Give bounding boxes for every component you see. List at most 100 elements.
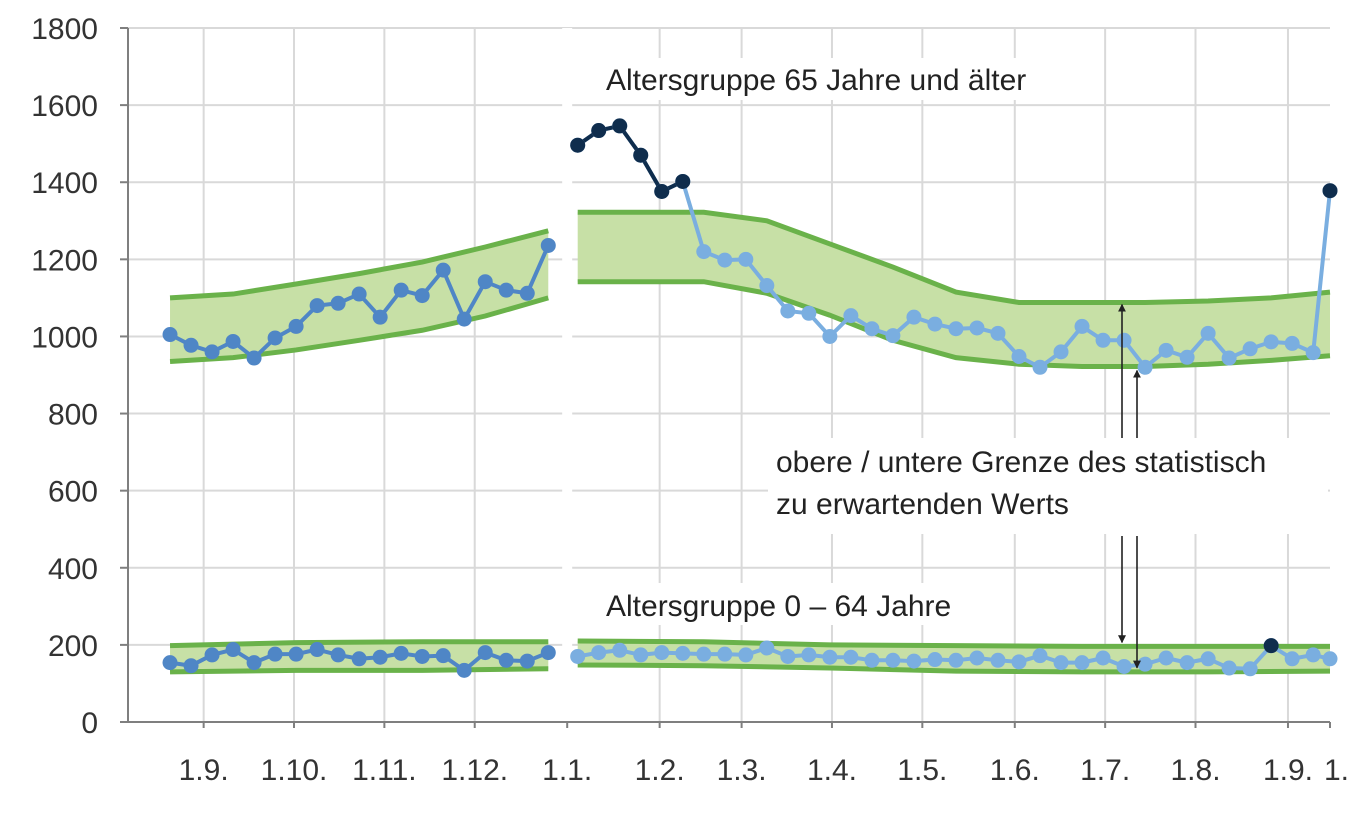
data-point: [990, 325, 1006, 341]
x-tick-label: 1.5.: [897, 754, 947, 787]
data-point: [183, 658, 199, 674]
data-point: [1242, 661, 1258, 677]
data-point: [1221, 350, 1237, 366]
data-point: [1074, 655, 1090, 671]
data-point: [843, 308, 859, 324]
data-point: [780, 648, 796, 664]
data-point: [1158, 650, 1174, 666]
data-point: [738, 647, 754, 663]
data-point: [519, 653, 535, 669]
x-tick-label: 1.3.: [717, 754, 767, 787]
data-point: [540, 645, 556, 661]
data-point: [456, 311, 472, 327]
y-tick-label: 200: [48, 630, 98, 663]
data-point: [675, 645, 691, 661]
band-arrows: [1118, 303, 1141, 669]
data-point: [288, 646, 304, 662]
x-tick-label: 1.11.: [352, 754, 417, 787]
data-point: [1011, 348, 1027, 364]
data-point: [1011, 654, 1027, 670]
data-point: [1116, 658, 1132, 674]
band-lower-limit: [169, 666, 549, 675]
data-point: [1074, 318, 1090, 334]
data-point: [204, 647, 220, 663]
data-point: [414, 288, 430, 304]
y-tick-label: 800: [48, 399, 98, 432]
data-point: [948, 652, 964, 668]
data-point: [906, 309, 922, 325]
data-point: [393, 645, 409, 661]
data-point: [162, 655, 178, 671]
annotation-layer: Altersgruppe 65 Jahre und älter Altersgr…: [598, 58, 1328, 669]
y-tick-label: 600: [48, 476, 98, 509]
data-point: [1284, 651, 1300, 667]
data-point: [801, 647, 817, 663]
data-point: [1221, 660, 1237, 676]
y-tick-label: 1600: [31, 90, 98, 123]
x-tick-label: 1.4.: [807, 754, 857, 787]
data-point: [1179, 349, 1195, 365]
data-point: [1032, 359, 1048, 375]
data-point: [1322, 651, 1338, 667]
x-tick-label: 1.7.: [1080, 754, 1130, 787]
label-band-line-2: zu erwartenden Werts: [776, 488, 1069, 521]
data-point: [477, 274, 493, 290]
data-point: [822, 649, 838, 665]
data-point: [759, 278, 775, 294]
y-tick-label: 1400: [31, 167, 98, 200]
band-upper-limit: [169, 228, 549, 301]
x-tick-label: 1.9.: [1263, 754, 1313, 787]
data-point: [225, 642, 241, 658]
data-point: [351, 286, 367, 302]
band-upper-limit: [577, 209, 1331, 306]
data-point: [1095, 650, 1111, 666]
data-point: [183, 337, 199, 353]
data-point: [435, 648, 451, 664]
data-point: [498, 652, 514, 668]
y-tick-label: 0: [81, 707, 98, 740]
data-point-excess: [633, 147, 649, 163]
point-layer: [162, 118, 1338, 678]
data-point: [969, 650, 985, 666]
data-point-excess: [654, 183, 670, 199]
label-band-line-1: obere / untere Grenze des statistisch: [776, 446, 1266, 479]
label-group-young: Altersgruppe 0 – 64 Jahre: [606, 590, 951, 623]
data-point: [1263, 334, 1279, 350]
data-point: [330, 295, 346, 311]
x-tick-label: 1.: [1324, 754, 1349, 787]
x-tick-label: 1.8.: [1170, 754, 1220, 787]
y-tick-label: 1000: [31, 321, 98, 354]
data-point: [927, 652, 943, 668]
data-point: [204, 344, 220, 360]
data-point: [162, 327, 178, 343]
y-tick-label: 400: [48, 553, 98, 586]
data-point: [906, 653, 922, 669]
data-point: [864, 652, 880, 668]
data-point: [591, 645, 607, 661]
data-point: [822, 328, 838, 344]
data-point: [435, 262, 451, 278]
x-tick-label: 1.12.: [441, 754, 508, 787]
data-point: [1095, 332, 1111, 348]
expected-range-band: [577, 212, 1330, 367]
data-point: [843, 649, 859, 665]
data-point: [759, 640, 775, 656]
data-point: [1305, 345, 1321, 361]
data-point: [1200, 651, 1216, 667]
data-point: [519, 285, 535, 301]
data-point: [1200, 325, 1216, 341]
data-point: [1242, 341, 1258, 357]
data-point: [309, 642, 325, 658]
data-point: [1053, 344, 1069, 360]
data-point: [456, 662, 472, 678]
data-point: [498, 282, 514, 298]
y-tick-label: 1200: [31, 244, 98, 277]
data-point: [540, 237, 556, 253]
data-point: [885, 328, 901, 344]
data-point: [309, 298, 325, 314]
label-background-old: [598, 58, 1098, 100]
axis-layer: [120, 27, 1331, 728]
label-background-young: [598, 583, 998, 625]
data-point: [738, 251, 754, 267]
